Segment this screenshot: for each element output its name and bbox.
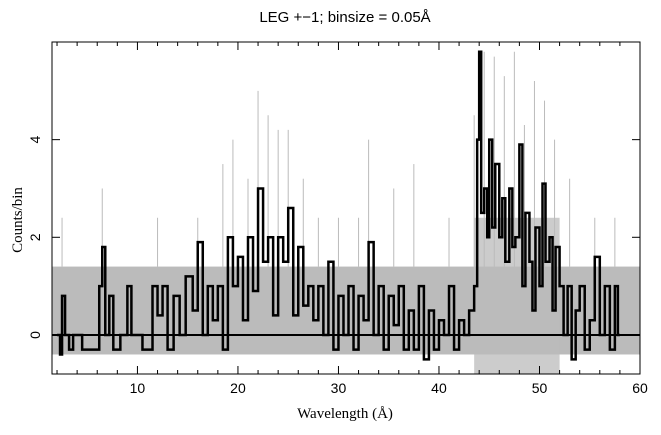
x-tick-label: 60	[632, 380, 648, 396]
x-tick-label: 20	[230, 380, 246, 396]
x-tick-label: 30	[331, 380, 347, 396]
chart-title: LEG +−1; binsize = 0.05Å	[259, 9, 430, 26]
plot-area: 10 20 30 40 50 60 0 2 4	[27, 41, 648, 396]
grey-series-layer	[52, 51, 640, 374]
x-axis-label: Wavelength (Å)	[297, 406, 393, 422]
grey-peak-region	[474, 217, 560, 374]
x-tick-label: 40	[431, 380, 447, 396]
x-tick-label: 10	[130, 380, 146, 396]
x-tick-label: 50	[532, 380, 548, 396]
y-tick-label: 0	[27, 331, 43, 339]
y-axis-label: Counts/bin	[10, 187, 26, 253]
ticks-layer: 10 20 30 40 50 60 0 2 4	[27, 42, 648, 396]
y-tick-label: 2	[27, 233, 43, 241]
plot-frame	[51, 41, 641, 375]
y-tick-label: 4	[27, 136, 43, 144]
black-series-line	[57, 50, 620, 361]
